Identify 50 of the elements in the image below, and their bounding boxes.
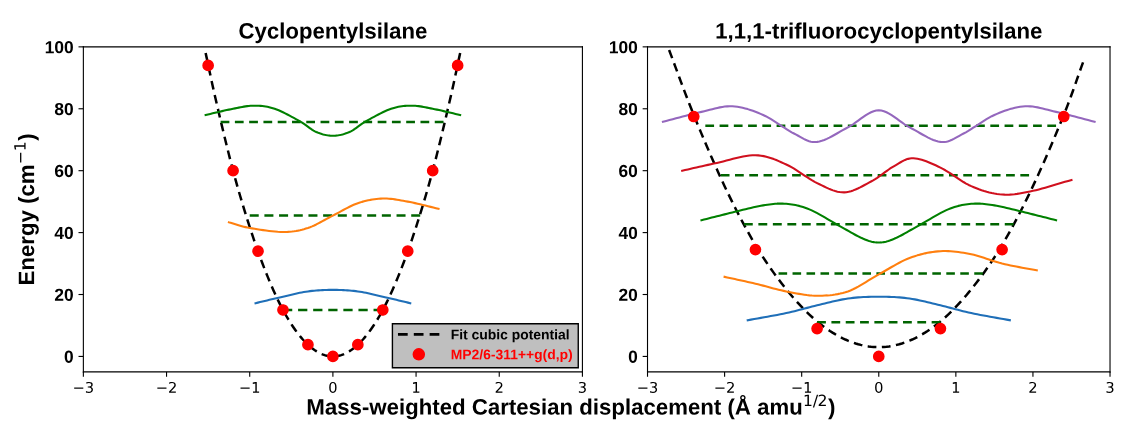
y-tick-label: 40 [618,226,638,240]
x-tick-label: −2 [157,381,176,393]
x-tick-label: 0 [875,381,883,393]
point [451,59,464,72]
x-tick-label: 3 [1106,381,1114,393]
y-tick-label: 100 [45,41,73,54]
x-tick-label: 0 [329,381,337,393]
y-tick-label: 20 [54,288,73,301]
x-tick-label: −2 [715,381,734,393]
point [327,350,339,363]
point [1057,110,1070,123]
point [401,245,414,258]
y-tick-label: 80 [619,102,638,116]
x-tick-label: −1 [240,382,260,393]
point [749,243,762,256]
legend-label: Fit cubic potential [451,329,569,343]
point [687,110,700,123]
y-tick-label: 80 [54,102,73,116]
point [872,350,885,363]
point [202,59,214,72]
point [352,338,364,351]
y-tick-label: 40 [54,226,73,240]
y-tick-label: 60 [54,164,73,178]
point [426,164,439,177]
y-tick-label: 60 [619,164,638,178]
chart-title: 1,1,1-trifluorocyclopentylsilane [716,22,1042,44]
y-tick-label: 0 [628,350,638,363]
x-tick-label: 1 [952,382,960,393]
point [376,304,389,316]
chart-title: Cyclopentylsilane [239,22,427,44]
x-tick-label: 3 [578,381,586,393]
y-tick-label: 20 [619,288,638,301]
y-tick-label: 100 [609,41,638,54]
x-axis-title: Mass-weighted Cartesian displacement (Å amu$^{1/2}$) [307,394,835,420]
point [227,164,239,177]
point [811,322,823,335]
point [302,338,314,351]
y-tick-label: 0 [64,350,73,363]
x-tick-label: −3 [638,381,658,393]
x-tick-label: 2 [495,381,503,393]
point [996,243,1008,256]
x-tick-label: −1 [792,382,812,393]
point [277,304,289,316]
x-tick-label: 1 [413,382,420,393]
point [252,245,264,258]
y-axis-title: Energy (cm$^{−1}$) [14,134,39,284]
legend-label: MP2/6-311++g(d,p) [451,349,573,363]
point [934,322,947,335]
x-tick-label: 2 [1029,381,1037,393]
x-tick-label: −3 [74,381,93,393]
